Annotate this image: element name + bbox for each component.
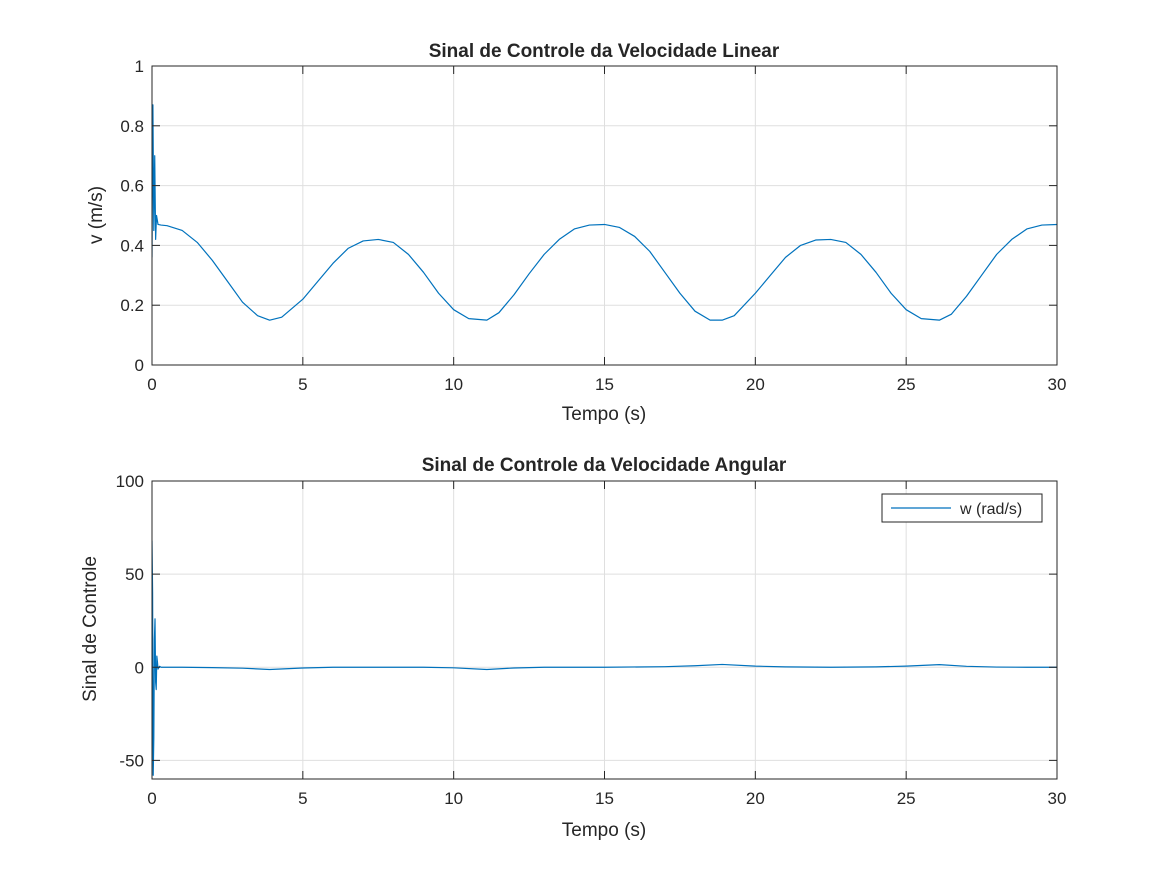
x-tick-label: 20: [746, 375, 765, 394]
y-tick-label: -50: [119, 751, 144, 770]
x-tick-label: 10: [444, 789, 463, 808]
series-line: [152, 540, 1057, 776]
x-tick-label: 0: [147, 789, 156, 808]
x-tick-label: 5: [298, 789, 307, 808]
x-tick-label: 5: [298, 375, 307, 394]
legend-entry: w (rad/s): [959, 501, 1022, 518]
y-axis-label: Sinal de Controle: [80, 556, 101, 702]
x-tick-label: 0: [147, 375, 156, 394]
legend: w (rad/s): [881, 493, 1043, 523]
subplot-linear-velocity: 0 5 10 15 20 25 30 0 0.2 0.4 0.6 0.8 1 Sinal de Cont…: [86, 41, 1066, 425]
y-tick-label: 0.4: [120, 236, 144, 255]
x-axis-label: Tempo (s): [562, 404, 646, 425]
x-tick-label: 30: [1048, 789, 1067, 808]
y-tick-label: 0: [135, 356, 144, 375]
y-tick-label: 0.2: [120, 296, 144, 315]
y-tick-label: 0.6: [120, 177, 144, 196]
y-tick-label: 0.8: [120, 117, 144, 136]
x-tick-label: 10: [444, 375, 463, 394]
x-tick-label: 25: [897, 789, 916, 808]
x-tick-label: 15: [595, 789, 614, 808]
x-axis-label: Tempo (s): [562, 820, 646, 841]
y-axis-label: v (m/s): [86, 186, 107, 244]
chart-title: Sinal de Controle da Velocidade Linear: [429, 41, 780, 62]
x-tick-label: 15: [595, 375, 614, 394]
chart-title: Sinal de Controle da Velocidade Angular: [422, 455, 787, 476]
series-line: [152, 104, 1057, 321]
x-tick-label: 30: [1048, 375, 1067, 394]
y-tick-label: 0: [135, 658, 144, 677]
x-tick-label: 20: [746, 789, 765, 808]
x-tick-label: 25: [897, 375, 916, 394]
y-tick-label: 100: [116, 472, 144, 491]
y-tick-label: 1: [135, 57, 144, 76]
y-tick-label: 50: [125, 565, 144, 584]
